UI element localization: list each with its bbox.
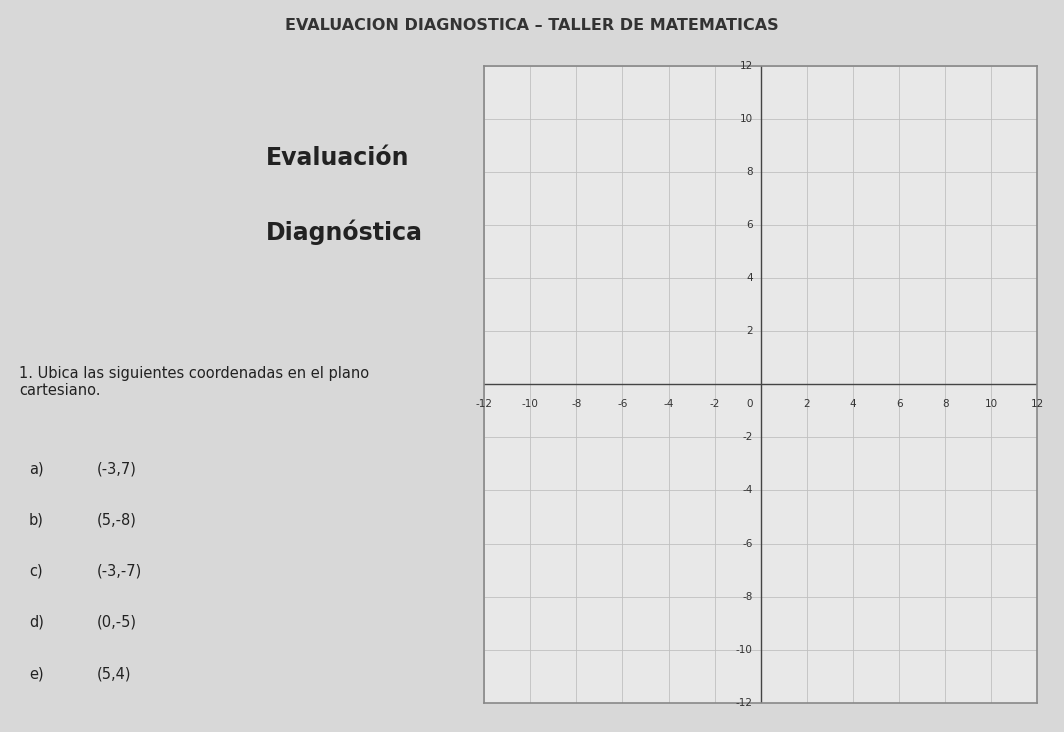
Text: 12: 12 [739, 61, 752, 71]
Text: 10: 10 [739, 114, 752, 124]
Text: d): d) [29, 615, 44, 630]
Text: -8: -8 [743, 591, 752, 602]
Text: -4: -4 [663, 399, 674, 409]
Text: 4: 4 [850, 399, 857, 409]
Text: a): a) [29, 461, 44, 476]
Text: (-3,7): (-3,7) [97, 461, 136, 476]
Text: b): b) [29, 512, 44, 527]
Text: 2: 2 [803, 399, 810, 409]
Text: -2: -2 [710, 399, 720, 409]
Text: 6: 6 [746, 220, 752, 230]
Text: -10: -10 [736, 645, 752, 654]
Text: (5,-8): (5,-8) [97, 512, 136, 527]
Text: 8: 8 [746, 167, 752, 177]
Text: 4: 4 [746, 273, 752, 283]
Text: -12: -12 [476, 399, 493, 409]
Text: -4: -4 [743, 485, 752, 496]
Text: 10: 10 [984, 399, 998, 409]
Text: (-3,-7): (-3,-7) [97, 564, 143, 578]
Text: EVALUACION DIAGNOSTICA – TALLER DE MATEMATICAS: EVALUACION DIAGNOSTICA – TALLER DE MATEM… [285, 18, 779, 33]
Text: -6: -6 [743, 539, 752, 548]
Text: 8: 8 [942, 399, 948, 409]
Text: (5,4): (5,4) [97, 666, 131, 681]
Text: -12: -12 [735, 698, 752, 708]
Text: Evaluación: Evaluación [266, 146, 410, 171]
Text: -8: -8 [571, 399, 582, 409]
Text: -2: -2 [743, 433, 752, 442]
Text: c): c) [29, 564, 43, 578]
Text: 2: 2 [746, 326, 752, 336]
Text: -6: -6 [617, 399, 628, 409]
Text: 1. Ubica las siguientes coordenadas en el plano
cartesiano.: 1. Ubica las siguientes coordenadas en e… [19, 366, 369, 398]
Text: 12: 12 [1031, 399, 1044, 409]
Text: e): e) [29, 666, 44, 681]
Text: (0,-5): (0,-5) [97, 615, 137, 630]
Text: 6: 6 [896, 399, 902, 409]
Text: Diagnóstica: Diagnóstica [266, 220, 423, 245]
Text: -10: -10 [521, 399, 538, 409]
Text: 0: 0 [746, 399, 752, 409]
